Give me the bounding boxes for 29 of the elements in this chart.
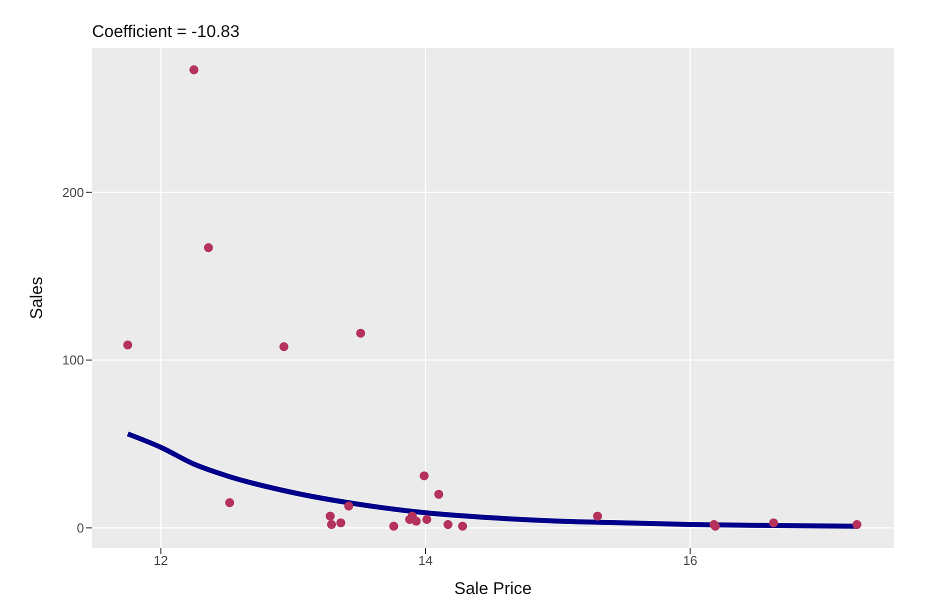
y-tick-label: 0 — [76, 520, 84, 536]
chart-title: Coefficient = -10.83 — [92, 22, 240, 42]
point — [189, 65, 198, 74]
point — [422, 514, 432, 524]
point — [326, 512, 335, 521]
point — [420, 471, 429, 480]
point — [344, 502, 354, 511]
y-tick-label: 200 — [62, 184, 84, 200]
point — [852, 520, 862, 530]
point — [204, 243, 213, 252]
point — [434, 490, 444, 499]
x-tick-label: 14 — [418, 553, 433, 568]
point — [225, 498, 234, 508]
y-tick-label: 100 — [62, 352, 84, 368]
point — [412, 516, 421, 526]
point — [769, 518, 778, 528]
point — [458, 522, 468, 531]
y-axis-title: Sales — [27, 276, 46, 320]
point — [356, 328, 366, 338]
point — [389, 522, 398, 531]
x-tick-label: 12 — [154, 553, 168, 568]
x-axis-title: Sale Price — [454, 579, 532, 598]
point — [336, 518, 346, 528]
point — [123, 340, 132, 350]
point — [327, 520, 336, 530]
x-tick-label: 16 — [682, 553, 698, 568]
point — [443, 520, 453, 530]
point — [279, 342, 288, 352]
point — [593, 512, 602, 521]
